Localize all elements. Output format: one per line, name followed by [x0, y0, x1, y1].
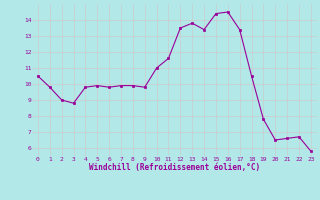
X-axis label: Windchill (Refroidissement éolien,°C): Windchill (Refroidissement éolien,°C) — [89, 163, 260, 172]
